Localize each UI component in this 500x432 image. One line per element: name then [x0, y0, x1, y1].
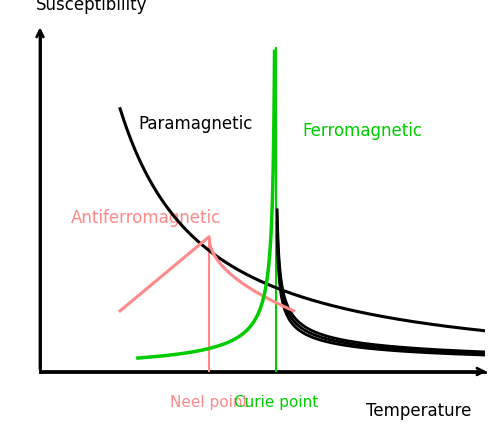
Text: Paramagnetic: Paramagnetic — [138, 115, 252, 133]
Text: Susceptibility: Susceptibility — [36, 0, 147, 14]
Text: Ferromagnetic: Ferromagnetic — [302, 122, 422, 140]
Text: Temperature: Temperature — [366, 402, 471, 420]
Text: Neel point: Neel point — [170, 395, 248, 410]
Text: Curie point: Curie point — [234, 395, 318, 410]
Text: Antiferromagnetic: Antiferromagnetic — [71, 209, 222, 227]
